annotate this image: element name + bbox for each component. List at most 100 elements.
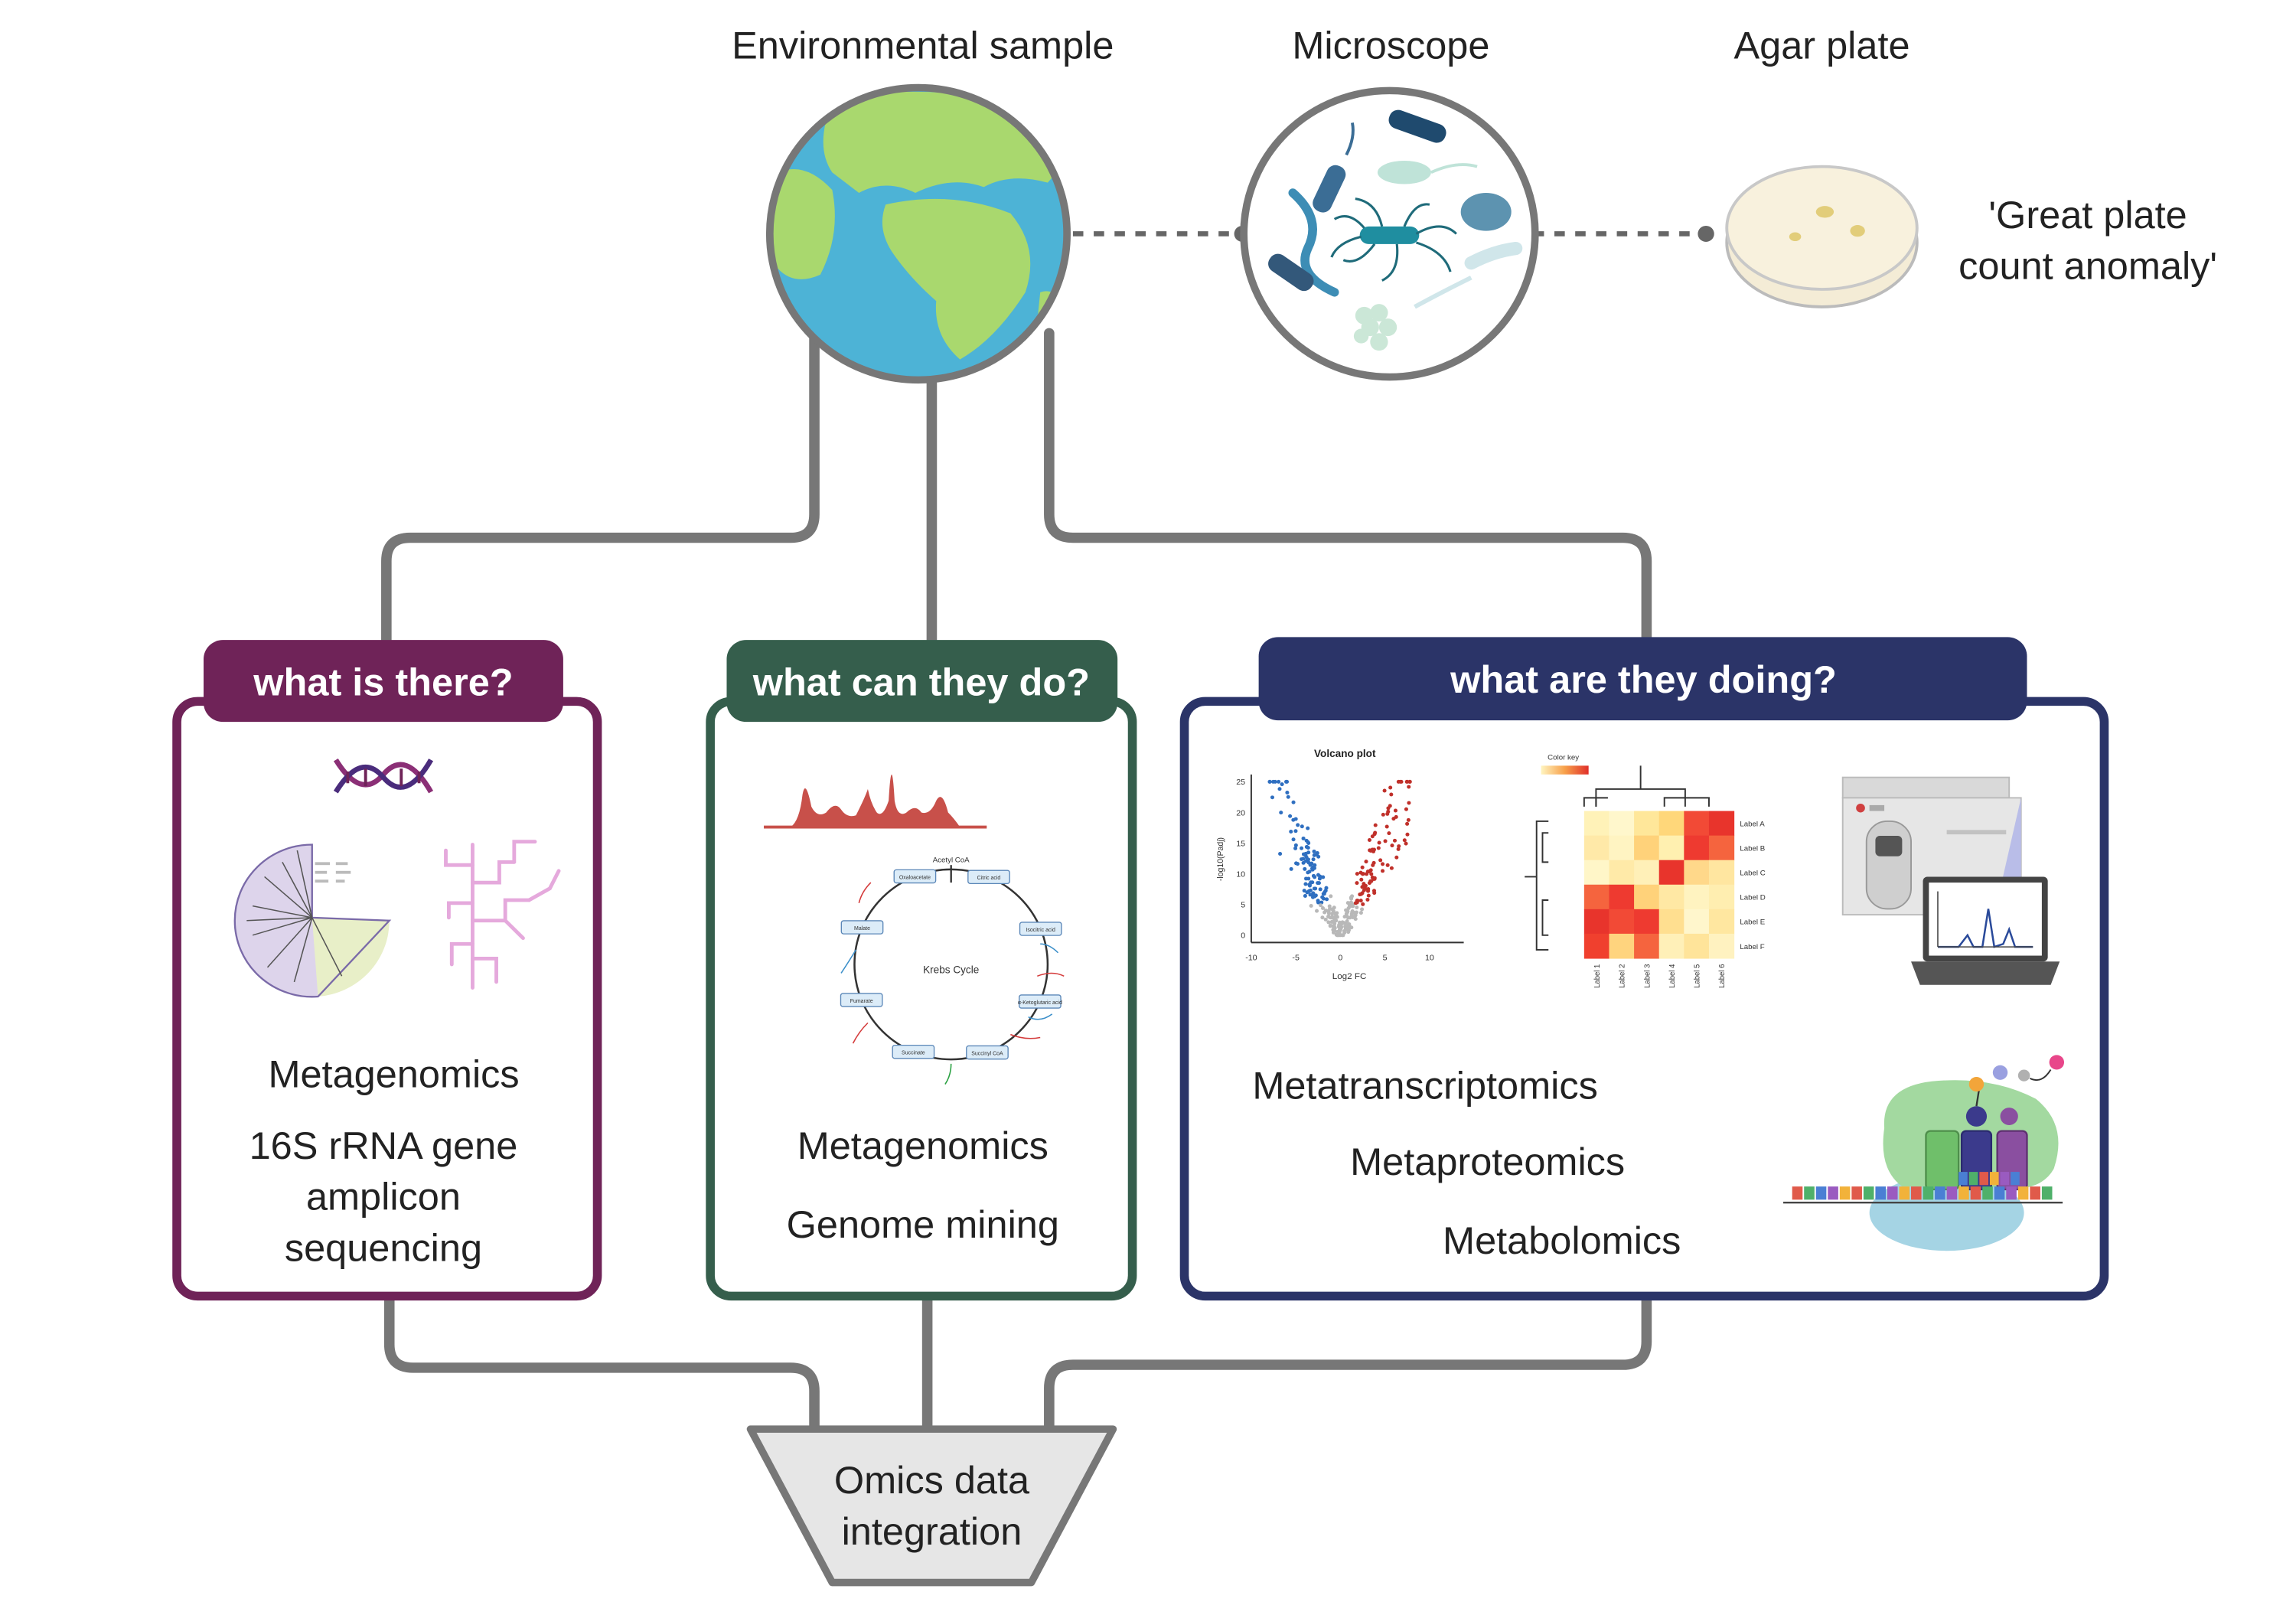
volcano-point: [1335, 915, 1339, 919]
krebs-node-label: α-Ketoglutaric acid: [1018, 1000, 1062, 1006]
right-item-metabolomics: Metabolomics: [1443, 1219, 1681, 1262]
heatmap-cell: [1609, 835, 1635, 861]
mrna-nucleotide: [1851, 1186, 1862, 1200]
volcano-point: [1391, 817, 1396, 821]
volcano-point: [1360, 891, 1365, 896]
krebs-node-box: [892, 1044, 935, 1059]
volcano-point: [1273, 779, 1277, 784]
mrna-nucleotide: [1899, 1186, 1910, 1200]
volcano-point: [1360, 885, 1365, 889]
volcano-point: [1267, 779, 1272, 784]
volcano-point: [1308, 863, 1313, 867]
heatmap-cell: [1634, 811, 1660, 837]
volcano-point: [1325, 897, 1329, 902]
panel-middle-title: what can they do?: [752, 661, 1090, 704]
mrna-nucleotide: [1970, 1186, 1981, 1200]
volcano-point: [1303, 866, 1307, 871]
heatmap-row-label: Label B: [1740, 845, 1765, 853]
mrna-nucleotide: [1792, 1186, 1803, 1200]
volcano-point: [1332, 905, 1336, 910]
volcano-point: [1277, 779, 1281, 784]
mrna-nucleotide: [1994, 1186, 2005, 1200]
krebs-node-label: Succinate: [902, 1051, 925, 1056]
mrna-nucleotide: [1839, 1186, 1851, 1200]
volcano-point: [1367, 838, 1371, 843]
volcano-y-tick-label: 15: [1236, 839, 1245, 848]
volcano-point: [1328, 924, 1332, 928]
volcano-point: [1316, 881, 1320, 886]
right-item-metaproteomics: Metaproteomics: [1350, 1140, 1625, 1183]
integration-label-line1: Omics data: [834, 1459, 1029, 1502]
heatmap-col-label: Label 2: [1619, 964, 1627, 988]
volcano-point: [1349, 896, 1353, 900]
volcano-point: [1288, 814, 1293, 818]
volcano-title: Volcano plot: [1314, 748, 1376, 759]
integration-label-line2: integration: [842, 1510, 1022, 1553]
volcano-point: [1344, 908, 1349, 912]
left-item-16s-line2: amplicon: [306, 1176, 461, 1219]
volcano-point: [1293, 829, 1298, 834]
volcano-point: [1386, 806, 1391, 811]
volcano-point: [1350, 910, 1355, 915]
volcano-point: [1319, 903, 1323, 908]
anomaly-label-line1: 'Great plate: [1988, 194, 2187, 237]
heatmap-cell: [1609, 933, 1635, 959]
volcano-x-tick-label: -10: [1245, 953, 1257, 962]
volcano-point: [1277, 787, 1282, 791]
heatmap-col-labels: Label 1 Label 2 Label 3 Label 4 Label 5 Label…: [1593, 964, 1727, 988]
mrna-nucleotide: [1863, 1186, 1874, 1200]
volcano-x-tick-label: 5: [1383, 953, 1388, 962]
volcano-point: [1293, 817, 1298, 821]
volcano-point: [1349, 900, 1353, 905]
volcano-point: [1355, 905, 1359, 910]
volcano-point: [1405, 821, 1410, 826]
volcano-point: [1370, 847, 1375, 852]
phylogenetic-tree-icon: [233, 843, 392, 998]
volcano-point: [1293, 843, 1298, 847]
left-item-16s-line3: sequencing: [285, 1227, 482, 1270]
right-item-metatranscriptomics: Metatranscriptomics: [1252, 1065, 1598, 1108]
heatmap-cell: [1609, 860, 1635, 886]
mrna-nucleotide: [1875, 1186, 1887, 1200]
rrna-structure-icon: [444, 840, 561, 990]
volcano-point: [1332, 925, 1337, 930]
volcano-point: [1345, 919, 1349, 923]
ribosome-translation-icon: [1783, 1055, 2065, 1251]
volcano-point: [1344, 927, 1349, 931]
panel-right-title: what are they doing?: [1450, 658, 1837, 701]
volcano-point: [1291, 837, 1296, 842]
volcano-point: [1405, 832, 1410, 837]
volcano-point: [1335, 911, 1339, 915]
volcano-point: [1347, 922, 1352, 926]
volcano-point: [1361, 872, 1365, 876]
volcano-point: [1300, 824, 1304, 829]
heatmap-row-labels: Label A Label B Label C Label D Label E Label…: [1740, 820, 1765, 951]
mrna-nucleotide: [2017, 1186, 2029, 1200]
volcano-point: [1306, 840, 1310, 844]
krebs-node-box: [1019, 994, 1062, 1009]
volcano-point: [1384, 824, 1389, 829]
volcano-point: [1280, 782, 1284, 787]
volcano-point: [1303, 882, 1308, 886]
volcano-point: [1313, 894, 1317, 899]
volcano-point: [1385, 863, 1390, 867]
volcano-point: [1312, 866, 1316, 870]
volcano-point: [1293, 846, 1298, 850]
environmental-sample-label: Environmental sample: [732, 24, 1114, 67]
volcano-point: [1312, 853, 1316, 857]
middle-item-metagenomics: Metagenomics: [797, 1124, 1049, 1167]
heatmap-cell: [1583, 811, 1610, 837]
volcano-point: [1301, 860, 1306, 865]
volcano-point: [1316, 873, 1321, 877]
volcano-point: [1377, 840, 1381, 845]
volcano-point: [1278, 852, 1283, 856]
heatmap-cell: [1658, 884, 1684, 910]
volcano-point: [1387, 831, 1391, 836]
volcano-point: [1305, 845, 1309, 849]
volcano-point: [1317, 876, 1322, 881]
heatmap-cell: [1708, 909, 1735, 935]
krebs-node-label: Citric acid: [977, 876, 1001, 881]
heatmap-cell: [1684, 811, 1710, 837]
volcano-point: [1323, 909, 1328, 913]
